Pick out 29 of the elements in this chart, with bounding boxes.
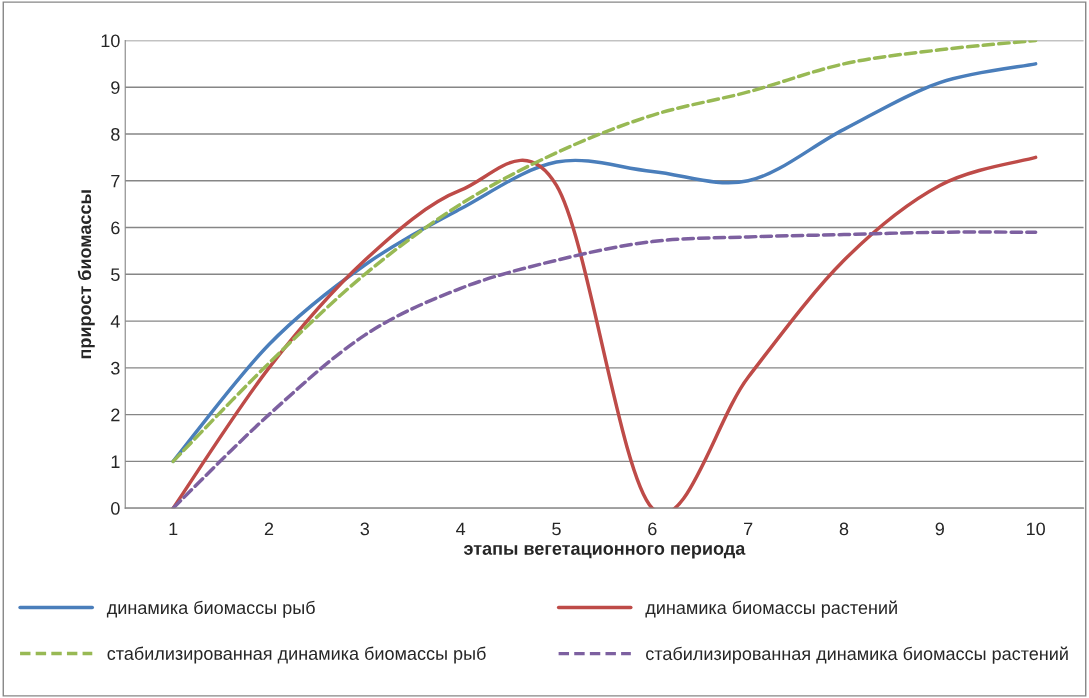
x-tick-label: 7 — [744, 522, 753, 536]
x-tick-label: 8 — [839, 522, 849, 536]
x-tick-label: 4 — [456, 522, 466, 536]
y-axis-title: прирост биомассы — [77, 190, 95, 359]
legend-label: динамика биомассы рыб — [106, 600, 315, 618]
x-axis-title: этапы вегетационного периода — [463, 544, 746, 559]
y-tick-label: 1 — [111, 455, 120, 468]
y-tick-label: 9 — [111, 81, 120, 94]
line-series — [171, 155, 1038, 509]
legend-label: динамика биомассы растений — [645, 600, 897, 618]
legend-label: стабилизированная динамика биомассы растений — [646, 646, 1068, 664]
x-tick-label: 2 — [264, 522, 274, 536]
y-tick-label: 2 — [111, 408, 120, 422]
x-tick-label: 6 — [648, 522, 657, 536]
y-tick-label: 4 — [110, 315, 120, 328]
x-tick-label: 3 — [360, 522, 370, 536]
x-tick-label: 5 — [552, 522, 561, 536]
x-tick-label: 1 — [169, 522, 178, 536]
legend-label: стабилизированная динамика биомассы рыб — [107, 646, 486, 664]
y-tick-label: 3 — [111, 361, 120, 375]
line-series — [171, 230, 1038, 509]
y-tick-label: 7 — [111, 174, 120, 188]
x-tick-label: 10 — [1026, 522, 1045, 536]
y-tick-label: 5 — [111, 268, 120, 282]
y-tick-label: 8 — [111, 127, 120, 141]
y-tick-label: 0 — [111, 502, 120, 515]
y-tick-label: 6 — [111, 221, 120, 235]
x-tick-label: 9 — [935, 522, 944, 536]
y-tick-label: 10 — [101, 34, 120, 48]
